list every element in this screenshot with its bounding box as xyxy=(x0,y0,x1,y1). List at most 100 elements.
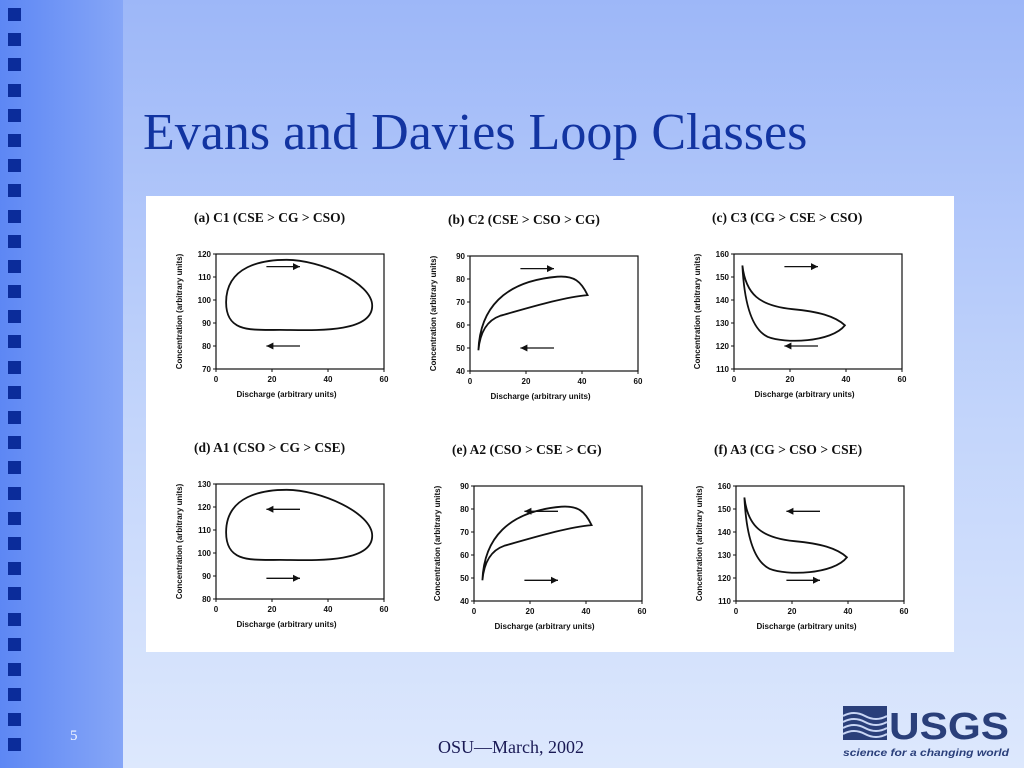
y-axis-label: Concentration (arbitrary units) xyxy=(429,255,438,371)
sidebar-square-icon xyxy=(8,108,21,122)
plot-frame xyxy=(733,253,903,370)
y-tick-label: 100 xyxy=(198,296,212,305)
y-tick-label: 120 xyxy=(198,503,212,512)
sidebar-squares xyxy=(8,8,24,764)
x-tick-label: 40 xyxy=(842,375,851,384)
y-tick-label: 40 xyxy=(456,367,465,376)
x-axis-label: Discharge (arbitrary units) xyxy=(757,622,857,631)
arrowhead-icon xyxy=(266,505,274,513)
sidebar-square-icon xyxy=(8,259,21,273)
slide-title: Evans and Davies Loop Classes xyxy=(143,104,808,161)
loop-panel: (e) A2 (CSO > CSE > CG) 40 50 60 70 80 90 0 20 40… xyxy=(433,442,647,631)
x-tick-label: 20 xyxy=(268,375,277,384)
sidebar-square-icon xyxy=(8,8,21,21)
y-tick-label: 120 xyxy=(716,342,730,351)
panel-title: (e) A2 (CSO > CSE > CG) xyxy=(452,442,602,457)
sidebar-square-icon xyxy=(8,133,21,147)
sidebar-square-icon xyxy=(8,285,21,299)
x-tick-label: 0 xyxy=(214,375,219,384)
x-tick-label: 40 xyxy=(324,375,333,384)
sidebar-square-icon xyxy=(8,310,21,324)
y-tick-label: 150 xyxy=(716,273,730,282)
x-tick-label: 0 xyxy=(734,607,739,616)
panel-title: (b) C2 (CSE > CSO > CG) xyxy=(448,212,600,227)
y-tick-label: 130 xyxy=(198,480,212,489)
plot-frame xyxy=(469,255,639,372)
plot-frame xyxy=(215,253,385,370)
y-axis-label: Concentration (arbitrary units) xyxy=(175,483,184,599)
y-tick-label: 160 xyxy=(716,250,730,259)
x-tick-label: 20 xyxy=(786,375,795,384)
loop-diagram: (a) C1 (CSE > CG > CSO) 70 80 90 100 110 120 0 2… xyxy=(175,210,909,631)
sidebar-square-icon xyxy=(8,486,21,500)
sidebar-square-icon xyxy=(8,587,21,601)
x-axis-label: Discharge (arbitrary units) xyxy=(237,620,337,629)
loop-panel: (d) A1 (CSO > CG > CSE) 80 90 100 110 120 130 0… xyxy=(175,440,389,629)
x-tick-label: 0 xyxy=(732,375,737,384)
x-tick-label: 40 xyxy=(324,605,333,614)
y-tick-label: 40 xyxy=(460,597,469,606)
arrowhead-icon xyxy=(524,507,532,515)
x-tick-label: 40 xyxy=(582,607,591,616)
hysteresis-loop xyxy=(225,258,374,332)
x-tick-label: 0 xyxy=(214,605,219,614)
sidebar-square-icon xyxy=(8,562,21,576)
sidebar-square-icon xyxy=(8,612,21,626)
arrowhead-icon xyxy=(266,342,274,350)
x-tick-label: 40 xyxy=(578,377,587,386)
y-tick-label: 60 xyxy=(460,551,469,560)
arrowhead-icon xyxy=(784,342,792,350)
y-axis-label: Concentration (arbitrary units) xyxy=(175,253,184,369)
sidebar-square-icon xyxy=(8,335,21,349)
x-tick-label: 40 xyxy=(844,607,853,616)
loop-panel: (a) C1 (CSE > CG > CSO) 70 80 90 100 110 120 0 2… xyxy=(175,210,389,399)
hysteresis-loop xyxy=(481,505,593,581)
y-tick-label: 90 xyxy=(202,572,211,581)
y-tick-label: 80 xyxy=(460,505,469,514)
arrowhead-icon xyxy=(786,507,794,515)
arrowhead-icon xyxy=(551,576,558,584)
y-tick-label: 90 xyxy=(456,252,465,261)
sidebar-square-icon xyxy=(8,436,21,450)
x-tick-label: 60 xyxy=(638,607,647,616)
y-tick-label: 80 xyxy=(202,342,211,351)
x-tick-label: 20 xyxy=(522,377,531,386)
y-tick-label: 110 xyxy=(718,597,731,606)
y-tick-label: 60 xyxy=(456,321,465,330)
sidebar-square-icon xyxy=(8,58,21,72)
y-tick-label: 50 xyxy=(456,344,465,353)
arrowhead-icon xyxy=(811,263,818,271)
y-tick-label: 110 xyxy=(198,273,211,282)
sidebar-square-icon xyxy=(8,511,21,525)
plot-frame xyxy=(735,485,905,602)
hysteresis-loop xyxy=(225,488,374,562)
x-tick-label: 20 xyxy=(788,607,797,616)
sidebar-band: 5 xyxy=(0,0,123,768)
sidebar-square-icon xyxy=(8,461,21,475)
hysteresis-loop xyxy=(743,497,849,574)
y-axis-label: Concentration (arbitrary units) xyxy=(695,485,704,601)
plot-frame xyxy=(473,485,643,602)
usgs-logo: USGS science for a changing world xyxy=(842,702,1011,762)
hysteresis-loop xyxy=(477,275,589,351)
y-tick-label: 90 xyxy=(460,482,469,491)
y-tick-label: 140 xyxy=(718,528,732,537)
loop-panel: (b) C2 (CSE > CSO > CG) 40 50 60 70 80 90 0 20 40… xyxy=(429,212,643,401)
panel-title: (a) C1 (CSE > CG > CSO) xyxy=(194,210,345,225)
loop-panel: (c) C3 (CG > CSE > CSO) 110 120 130 140 150 16… xyxy=(693,210,907,399)
sidebar-square-icon xyxy=(8,688,21,702)
sidebar-square-icon xyxy=(8,234,21,248)
y-tick-label: 70 xyxy=(202,365,211,374)
y-tick-label: 160 xyxy=(718,482,732,491)
arrowhead-icon xyxy=(293,263,300,271)
x-tick-label: 60 xyxy=(900,607,909,616)
x-tick-label: 0 xyxy=(468,377,473,386)
x-tick-label: 60 xyxy=(380,375,389,384)
x-tick-label: 0 xyxy=(472,607,477,616)
arrowhead-icon xyxy=(293,574,300,582)
x-tick-label: 60 xyxy=(380,605,389,614)
hysteresis-loop xyxy=(741,265,847,342)
sidebar-square-icon xyxy=(8,411,21,424)
sidebar-square-icon xyxy=(8,385,21,399)
y-tick-label: 70 xyxy=(456,298,465,307)
